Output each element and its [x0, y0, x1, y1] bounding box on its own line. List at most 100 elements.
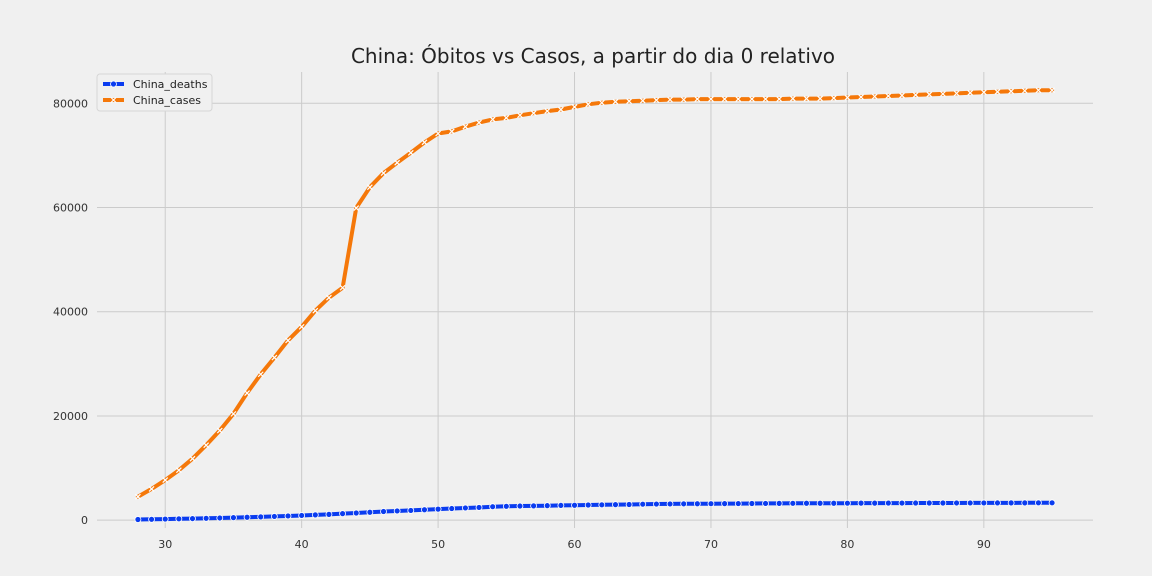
data-point [257, 371, 264, 378]
series-China_deaths [134, 499, 1056, 523]
data-point [776, 96, 783, 103]
data-point [639, 97, 646, 104]
data-point [1021, 87, 1028, 94]
x-tick-label: 40 [295, 538, 309, 551]
data-point [244, 390, 251, 396]
y-tick-label: 80000 [53, 97, 88, 110]
data-point [625, 501, 633, 508]
data-point [817, 95, 824, 102]
data-point [816, 499, 824, 507]
data-point [162, 477, 169, 483]
data-point [339, 284, 346, 291]
data-point [666, 500, 674, 508]
data-point [530, 110, 537, 117]
data-point [639, 500, 647, 508]
data-point [953, 90, 960, 97]
data-point [448, 505, 456, 512]
data-point [380, 170, 387, 177]
data-point [585, 101, 592, 108]
data-point [270, 513, 278, 520]
data-point [175, 467, 182, 474]
data-point [271, 354, 278, 361]
data-point [912, 92, 919, 98]
data-point [216, 514, 224, 522]
data-point [925, 499, 933, 507]
data-point [871, 499, 879, 507]
data-point [1048, 499, 1056, 507]
data-point [667, 96, 673, 103]
data-point [312, 307, 319, 314]
data-point [994, 88, 1001, 95]
y-tick-label: 60000 [53, 201, 88, 214]
data-point [694, 96, 701, 103]
data-point [762, 96, 769, 103]
x-tick-label: 60 [568, 538, 582, 551]
data-point [394, 159, 401, 166]
data-point [721, 500, 729, 508]
y-tick-label: 40000 [53, 306, 88, 319]
data-point [517, 112, 523, 119]
legend-label: China_deaths [133, 78, 208, 91]
data-point [939, 499, 947, 507]
legend-box [96, 73, 213, 112]
data-point [721, 96, 728, 103]
data-point [257, 513, 265, 521]
y-tick-label: 20000 [53, 410, 88, 423]
data-point [708, 96, 714, 103]
data-point [230, 514, 237, 522]
data-point [202, 514, 210, 522]
data-point [203, 442, 210, 449]
data-point [693, 500, 701, 508]
data-point [298, 512, 306, 519]
data-point [135, 493, 141, 500]
data-point [339, 510, 346, 518]
data-point [953, 499, 960, 507]
data-point [803, 95, 810, 102]
data-point [1035, 87, 1042, 94]
data-point [598, 501, 606, 509]
x-tick-label: 80 [840, 538, 854, 551]
series-layer [134, 87, 1056, 523]
series-China_cases [135, 87, 1055, 500]
data-point [434, 505, 442, 513]
data-point [571, 103, 578, 110]
data-point [326, 294, 332, 301]
legend: China_deaths China_cases [96, 73, 213, 112]
data-point [243, 513, 251, 521]
data-point [421, 139, 428, 146]
x-tick-label: 50 [431, 538, 445, 551]
data-point [884, 499, 892, 507]
data-point [898, 499, 906, 507]
data-point [284, 512, 292, 520]
data-point [353, 205, 360, 211]
data-point [421, 506, 428, 514]
data-point [489, 116, 496, 123]
data-point [858, 94, 864, 100]
data-point [476, 119, 482, 126]
data-point [598, 99, 605, 106]
data-point [584, 501, 592, 509]
data-point [189, 515, 196, 522]
data-point [748, 96, 755, 103]
data-point [762, 500, 769, 507]
data-point [161, 515, 169, 523]
data-point [352, 509, 360, 517]
data-point [530, 502, 538, 510]
data-point [489, 503, 497, 511]
legend-marker [110, 80, 117, 88]
data-point [435, 130, 442, 137]
data-point [967, 89, 974, 96]
data-point [926, 91, 933, 98]
data-point [857, 499, 865, 507]
data-point [680, 500, 688, 508]
data-point [571, 501, 578, 509]
data-point [461, 504, 469, 512]
data-point [543, 502, 551, 510]
data-point [298, 323, 305, 330]
y-tick-label: 0 [81, 514, 88, 527]
data-point [407, 507, 415, 514]
data-point [544, 108, 551, 115]
data-point [626, 98, 633, 105]
data-point [230, 410, 237, 417]
